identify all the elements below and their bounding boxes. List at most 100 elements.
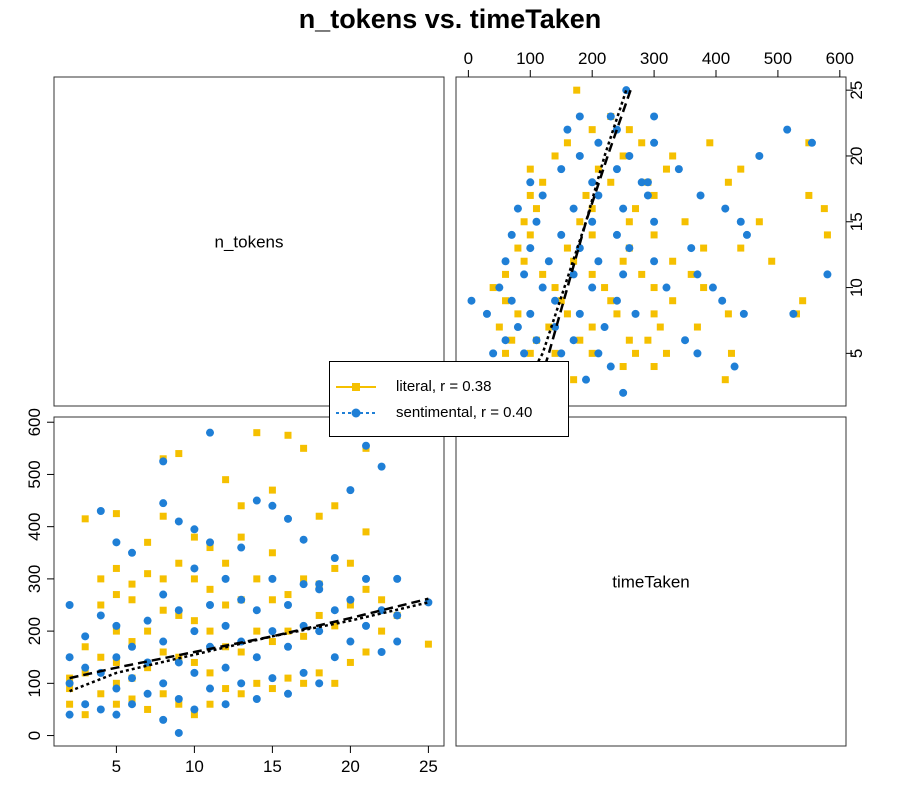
point-literal-27 xyxy=(693,323,701,331)
y-tick-label-left: 600 xyxy=(25,408,44,436)
point-literal-22 xyxy=(644,336,652,344)
point-literal-4 xyxy=(81,669,89,677)
point-literal-30 xyxy=(159,606,167,614)
point-literal-64 xyxy=(268,638,276,646)
point-sentimental-58 xyxy=(268,574,277,583)
point-sentimental-56 xyxy=(268,674,277,683)
point-sentimental-31 xyxy=(174,606,183,615)
point-literal-45 xyxy=(539,270,547,278)
point-literal-72 xyxy=(526,191,534,199)
point-literal-76 xyxy=(315,669,323,677)
point-literal-6 xyxy=(721,376,729,384)
point-sentimental-34 xyxy=(190,705,199,714)
point-literal-14 xyxy=(588,349,596,357)
trend-line-literal xyxy=(69,597,429,680)
chart-title: n_tokens vs. timeTaken xyxy=(298,4,602,34)
point-sentimental-12 xyxy=(112,684,121,693)
point-literal-34 xyxy=(175,700,183,708)
point-sentimental-42 xyxy=(206,538,214,547)
point-sentimental-60 xyxy=(513,204,522,213)
point-sentimental-28 xyxy=(159,457,168,466)
point-sentimental-20 xyxy=(143,689,152,698)
point-literal-50 xyxy=(570,257,578,265)
point-sentimental-48 xyxy=(526,244,535,253)
point-literal-67 xyxy=(268,486,276,494)
point-sentimental-3 xyxy=(619,388,628,397)
point-sentimental-64 xyxy=(299,668,308,677)
x-tick-label-top: 0 xyxy=(464,49,473,68)
point-literal-13 xyxy=(551,349,559,357)
point-sentimental-47 xyxy=(221,574,230,583)
point-literal-80 xyxy=(526,165,534,173)
point-literal-58 xyxy=(737,244,745,252)
point-literal-73 xyxy=(582,191,590,199)
point-literal-66 xyxy=(681,218,689,226)
point-sentimental-63 xyxy=(721,204,730,213)
point-sentimental-35 xyxy=(538,283,547,292)
point-sentimental-9 xyxy=(606,362,615,371)
point-literal-88 xyxy=(362,585,370,593)
point-sentimental-47 xyxy=(650,257,659,266)
point-sentimental-66 xyxy=(643,191,652,200)
point-sentimental-86 xyxy=(393,574,402,583)
point-literal-13 xyxy=(112,658,120,666)
point-sentimental-25 xyxy=(159,637,168,646)
point-literal-77 xyxy=(315,611,323,619)
point-literal-46 xyxy=(588,270,596,278)
point-sentimental-14 xyxy=(112,621,121,630)
point-sentimental-33 xyxy=(174,728,183,737)
point-literal-17 xyxy=(112,510,120,518)
legend-label-literal: literal, r = 0.38 xyxy=(396,378,492,395)
point-sentimental-17 xyxy=(128,674,136,683)
point-literal-31 xyxy=(159,575,167,583)
point-sentimental-5 xyxy=(81,663,90,672)
point-sentimental-15 xyxy=(693,349,702,358)
point-sentimental-72 xyxy=(557,165,566,174)
point-literal-3 xyxy=(81,711,89,719)
point-literal-48 xyxy=(687,270,695,278)
point-literal-47 xyxy=(206,585,214,593)
point-sentimental-71 xyxy=(643,178,652,187)
point-literal-54 xyxy=(237,690,245,698)
trend-line-literal-transposed xyxy=(535,89,632,394)
point-sentimental-13 xyxy=(557,349,566,358)
point-literal-43 xyxy=(190,533,198,541)
point-literal-0 xyxy=(66,700,74,708)
point-sentimental-87 xyxy=(622,86,631,95)
point-literal-57 xyxy=(700,244,708,252)
point-literal-43 xyxy=(700,284,708,292)
x-tick-label-top: 600 xyxy=(826,49,854,68)
point-literal-54 xyxy=(514,244,522,252)
point-sentimental-4 xyxy=(81,700,90,709)
point-sentimental-11 xyxy=(489,349,498,358)
point-sentimental-50 xyxy=(625,244,634,253)
point-sentimental-75 xyxy=(575,151,584,160)
point-sentimental-84 xyxy=(575,112,584,121)
point-sentimental-7 xyxy=(96,705,105,714)
point-literal-37 xyxy=(669,297,677,305)
point-literal-63 xyxy=(520,218,528,226)
point-sentimental-53 xyxy=(252,653,261,662)
point-sentimental-60 xyxy=(284,689,292,698)
point-sentimental-69 xyxy=(588,178,597,187)
point-sentimental-15 xyxy=(112,538,121,547)
x-tick-label-top: 300 xyxy=(640,49,668,68)
point-literal-29 xyxy=(563,310,571,318)
y-tick-label-right: 5 xyxy=(847,349,866,358)
point-literal-41 xyxy=(190,617,198,625)
point-sentimental-62 xyxy=(284,601,292,609)
point-literal-68 xyxy=(284,674,292,682)
point-sentimental-1 xyxy=(65,679,74,688)
point-sentimental-9 xyxy=(96,611,105,620)
x-tick-label-bottom: 15 xyxy=(263,757,282,776)
point-literal-79 xyxy=(724,178,732,186)
point-sentimental-79 xyxy=(650,138,659,147)
point-literal-16 xyxy=(662,349,670,357)
point-sentimental-77 xyxy=(755,151,764,160)
point-literal-18 xyxy=(508,336,516,344)
point-sentimental-59 xyxy=(736,217,745,226)
point-literal-91 xyxy=(588,126,596,134)
point-literal-15 xyxy=(632,349,640,357)
point-literal-47 xyxy=(638,270,646,278)
point-sentimental-34 xyxy=(495,283,504,292)
